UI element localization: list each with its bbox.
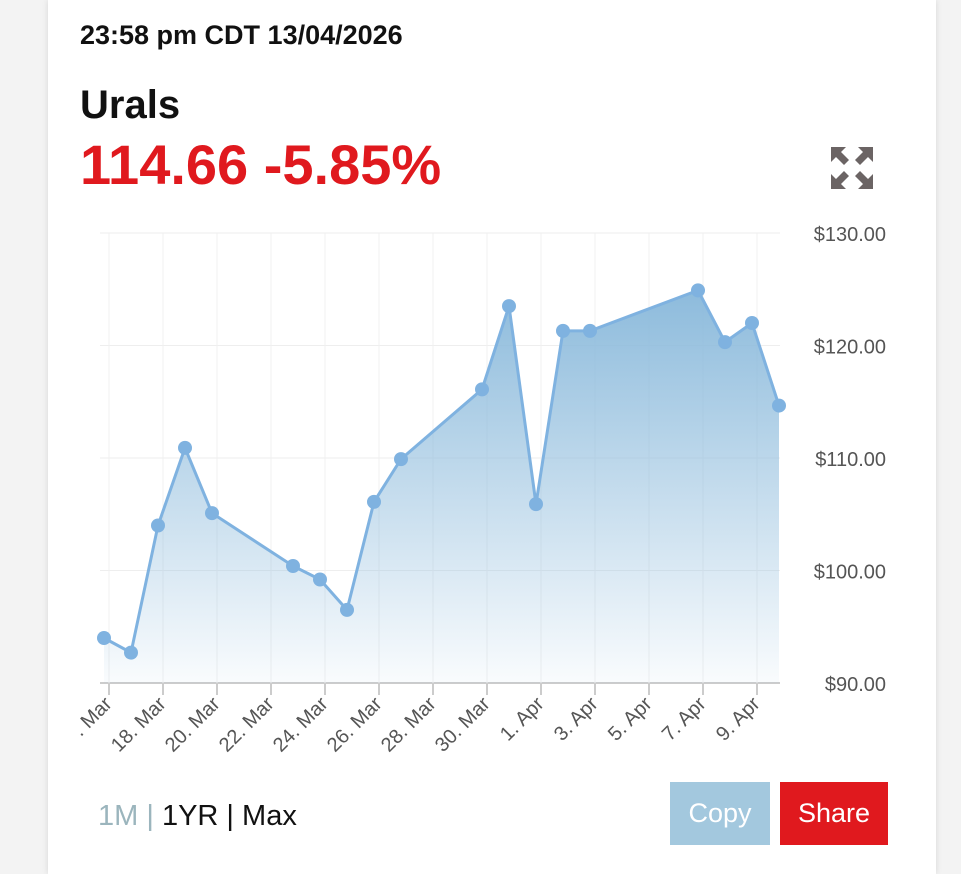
change: -5.85% [263,133,442,196]
data-point [97,631,111,645]
area-fill [104,290,779,683]
data-point [394,452,408,467]
data-point [178,440,192,455]
data-point [583,323,597,338]
data-point [502,299,516,314]
x-tick-label: 26. Mar [323,693,387,757]
x-tick-label: 20. Mar [161,693,225,757]
x-tick-label: . Mar [69,693,117,741]
x-tick-label: 30. Mar [431,693,495,757]
data-point [556,323,570,338]
x-tick-label: 22. Mar [215,693,279,757]
x-tick-label: 18. Mar [107,693,171,757]
data-point [475,382,489,397]
copy-button[interactable]: Copy [670,782,770,845]
data-point [718,335,732,350]
y-tick-label: $130.00 [814,224,886,246]
data-point [691,283,705,298]
x-tick-label: 1. Apr [496,693,549,746]
data-point [745,316,759,330]
x-tick-label: 7. Apr [658,693,711,746]
x-tick-label: 5. Apr [604,693,657,746]
data-point [124,645,138,660]
y-tick-label: $100.00 [814,562,886,584]
expand-icon[interactable] [831,147,873,189]
range-1yr[interactable]: 1YR [161,800,219,832]
data-point [772,398,786,413]
y-tick-label: $110.00 [815,449,886,471]
share-button[interactable]: Share [780,782,888,845]
range-1m[interactable]: 1M [98,800,139,832]
x-tick-label: 3. Apr [550,693,603,746]
y-tick-label: $90.00 [825,674,886,696]
data-point [205,506,219,521]
price: 114.66 [80,133,249,196]
y-tick-label: $120.00 [814,337,886,359]
data-point [529,497,543,512]
timestamp: 23:58 pm CDT 13/04/2026 [80,20,403,50]
x-tick-label: 28. Mar [377,693,441,757]
x-tick-label: 24. Mar [269,693,333,757]
commodity-name: Urals [80,83,181,127]
data-point [286,559,300,573]
price-change: 114.66 -5.85% [80,132,441,197]
data-point [313,572,327,587]
x-tick-label: 9. Apr [712,693,765,746]
data-point [367,494,381,509]
range-max[interactable]: Max [242,800,297,832]
range-selector: 1M | 1YR | Max [98,800,297,832]
data-point [340,602,354,617]
data-point [151,518,165,533]
